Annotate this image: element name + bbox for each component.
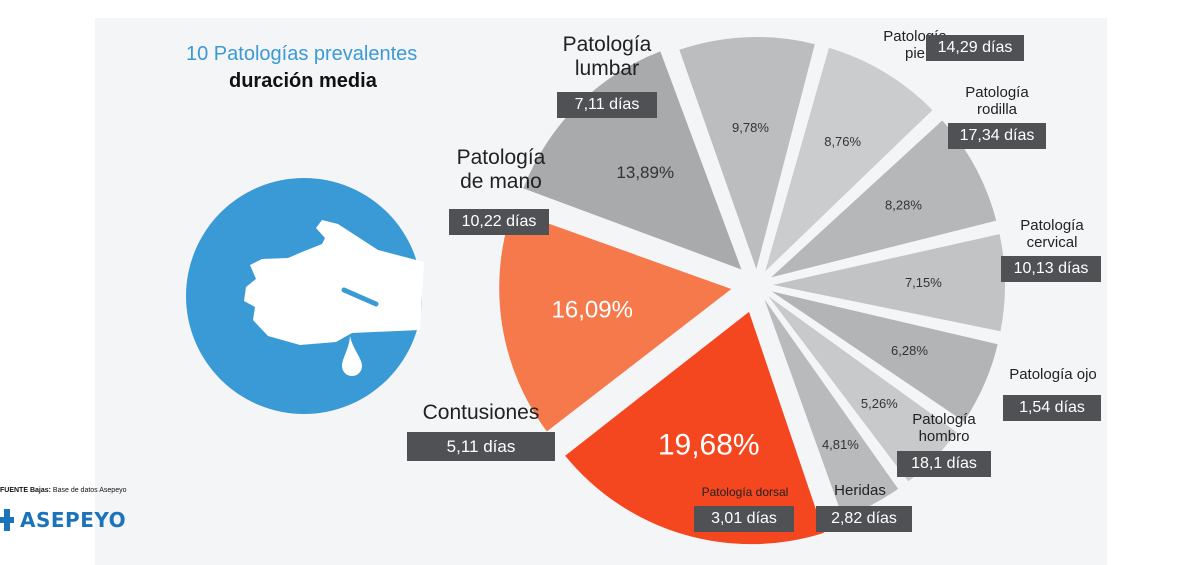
chart-subtitle: duración media [229,70,377,92]
slice-name-line: Heridas [834,482,886,499]
pie-slices [499,37,1005,545]
slice-percent-label: 6,28% [891,343,928,358]
slice-name-line: Patología [456,146,546,169]
slice-name: Patología hombro [906,411,982,446]
slice-percent-label: 9,78% [732,120,769,135]
pie-slice [499,210,732,432]
brand-name: ASEPEYO [20,508,127,532]
pie-percent-labels: 9,78% 8,76% 8,28% 7,15% 6,28% 5,26% 4,81% 19,68… [552,120,943,462]
pie-slice [772,234,1005,332]
chart-title: 10 Patologías prevalentes [186,43,418,65]
pie-slice [565,311,824,545]
slice-percent-label: 7,15% [905,275,942,290]
slice-name-line: de mano [460,170,542,194]
hand-with-drop-icon [186,178,424,414]
duration-box: 14,29 días [926,35,1024,61]
slice-percent-label: 4,81% [822,437,859,452]
slice-percent-label: 16,09% [552,296,633,323]
slice-name: Patología cervical [1016,217,1088,252]
cross-icon [0,509,14,531]
slice-percent-label: 19,68% [658,429,760,462]
pie-slice [765,47,933,272]
slice-name: Patología dorsal [698,485,792,500]
slice-name-line: Patología ojo [1009,366,1097,383]
slice-percent-label: 8,76% [824,134,861,149]
brand-logo: ASEPEYO [0,507,126,533]
duration-box: 10,22 días [449,209,549,235]
slice-name-line: Patología dorsal [701,485,789,499]
slice-name: Patología de mano [447,146,555,194]
slice-percent-label: 13,89% [616,163,674,182]
pie-slice [768,296,957,482]
duration-box: 10,13 días [1001,256,1101,282]
pie-slice [679,37,815,270]
slice-name: Patología rodilla [962,84,1032,119]
slice-name-line: Patología [1020,217,1084,234]
pie-slice [771,120,997,278]
pie-slice [764,299,899,518]
slice-name-line: cervical [1026,234,1078,252]
slice-name-line: Contusiones [422,401,540,424]
source-text: Base de datos Asepeyo [52,487,127,494]
duration-box: 2,82 días [816,506,912,532]
duration-box: 17,34 días [948,123,1046,149]
slice-name: Contusiones [405,401,557,425]
slice-name-line: hombro [918,428,970,446]
duration-box: 1,54 días [1003,395,1101,421]
slice-name: Patología ojo [1002,366,1104,383]
slice-name-line: rodilla [976,101,1018,119]
duration-box: 7,11 días [557,92,657,118]
slice-name-line: Patología [912,411,976,428]
slice-name: Heridas [820,482,900,499]
duration-box: 18,1 días [897,451,991,477]
slice-name-line: lumbar [574,57,640,81]
slice-percent-label: 5,26% [861,396,898,411]
slice-name: Patología lumbar [555,33,659,81]
pie-slice [771,291,998,422]
slice-percent-label: 8,28% [885,197,922,212]
duration-box: 3,01 días [694,506,794,532]
slice-name-line: Patología [965,84,1029,101]
source-note: FUENTE Bajas: Base de datos Asepeyo [0,487,126,494]
duration-box: 5,11 días [407,432,555,461]
slice-name-line: pie [904,45,926,63]
slice-name-line: Patología [562,33,652,56]
source-prefix: FUENTE Bajas: [0,487,51,494]
